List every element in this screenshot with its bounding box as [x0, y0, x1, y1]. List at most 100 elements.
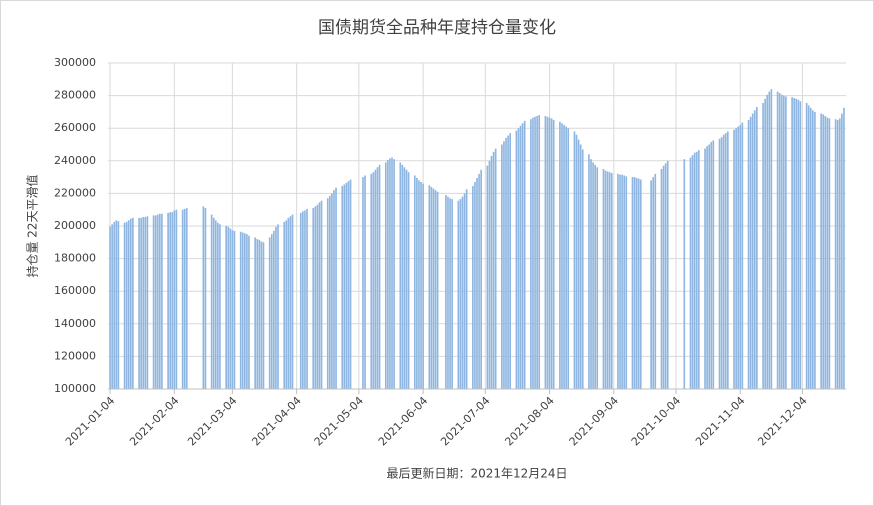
bar [401, 164, 404, 389]
bar [258, 239, 261, 389]
bar [577, 139, 580, 389]
bar [420, 181, 422, 389]
bar [173, 210, 176, 389]
bar [231, 230, 234, 389]
bar [544, 115, 547, 389]
bar [132, 217, 134, 389]
bar [434, 190, 437, 389]
bar [733, 129, 735, 389]
bar [202, 206, 205, 389]
bar [474, 181, 476, 389]
bar [782, 95, 785, 389]
bar [243, 233, 246, 389]
bar [393, 159, 395, 389]
y-tick-label: 200000 [54, 219, 96, 232]
bar [737, 126, 740, 389]
bar [747, 120, 750, 390]
bar [751, 113, 754, 389]
chart-title: 国债期货全品种年度持仓量变化 [318, 18, 556, 38]
bar [405, 169, 408, 389]
bar [335, 187, 337, 389]
bar [320, 200, 323, 389]
bar [219, 224, 221, 389]
bar [697, 150, 700, 389]
bar [826, 117, 829, 389]
bar [639, 179, 642, 389]
bar [596, 167, 599, 389]
bar [741, 122, 744, 390]
bar [776, 91, 779, 390]
bar [625, 176, 628, 389]
bar [606, 171, 609, 389]
bar [451, 199, 453, 389]
bar [594, 164, 596, 389]
bar [256, 239, 259, 389]
bar [778, 93, 781, 389]
bar [362, 177, 364, 389]
bar [127, 220, 130, 389]
bar [262, 242, 265, 389]
bar [457, 200, 460, 389]
y-tick-label: 100000 [54, 382, 96, 395]
bar [561, 123, 563, 389]
bar [113, 221, 116, 389]
bar [530, 119, 532, 390]
bar [567, 128, 570, 389]
bar [739, 124, 742, 389]
bar [463, 193, 466, 389]
bar [660, 168, 663, 389]
bar [248, 235, 250, 389]
bar [762, 102, 764, 389]
bar [374, 169, 377, 389]
bar [299, 212, 302, 389]
bar [407, 172, 410, 389]
bar [807, 105, 810, 389]
bar [691, 155, 694, 389]
bar [387, 159, 389, 389]
bar [785, 96, 787, 389]
y-tick-label: 180000 [54, 252, 96, 265]
bar [403, 167, 406, 389]
bar [486, 165, 489, 389]
bar [445, 195, 447, 389]
bar [602, 168, 605, 389]
bar [277, 224, 279, 389]
bar [708, 144, 711, 389]
bar [633, 177, 636, 389]
bar [140, 217, 142, 389]
bar [822, 114, 825, 389]
bar [316, 204, 319, 389]
bar [490, 155, 493, 389]
y-tick-label: 260000 [54, 121, 96, 134]
bar [246, 234, 248, 389]
bar [492, 151, 495, 389]
bar [169, 212, 172, 389]
bar [814, 111, 816, 390]
bar [260, 241, 263, 389]
bar [152, 215, 155, 389]
bar [565, 126, 567, 389]
bar [720, 137, 723, 389]
bar [488, 160, 491, 389]
bar [254, 237, 257, 389]
bar [418, 180, 420, 389]
bar [706, 146, 708, 389]
bar [724, 133, 727, 389]
bar [695, 151, 698, 389]
bar [652, 177, 655, 389]
bar [507, 135, 509, 389]
bar [828, 118, 831, 390]
bar [459, 199, 462, 389]
bar [664, 163, 667, 389]
bar [608, 172, 611, 389]
bar [546, 116, 549, 389]
bar [579, 144, 582, 389]
bar [111, 224, 113, 389]
bar [704, 148, 706, 389]
bar [146, 216, 149, 389]
bar [503, 141, 505, 389]
bar [343, 184, 346, 389]
bar [768, 91, 771, 390]
bar [756, 107, 758, 389]
